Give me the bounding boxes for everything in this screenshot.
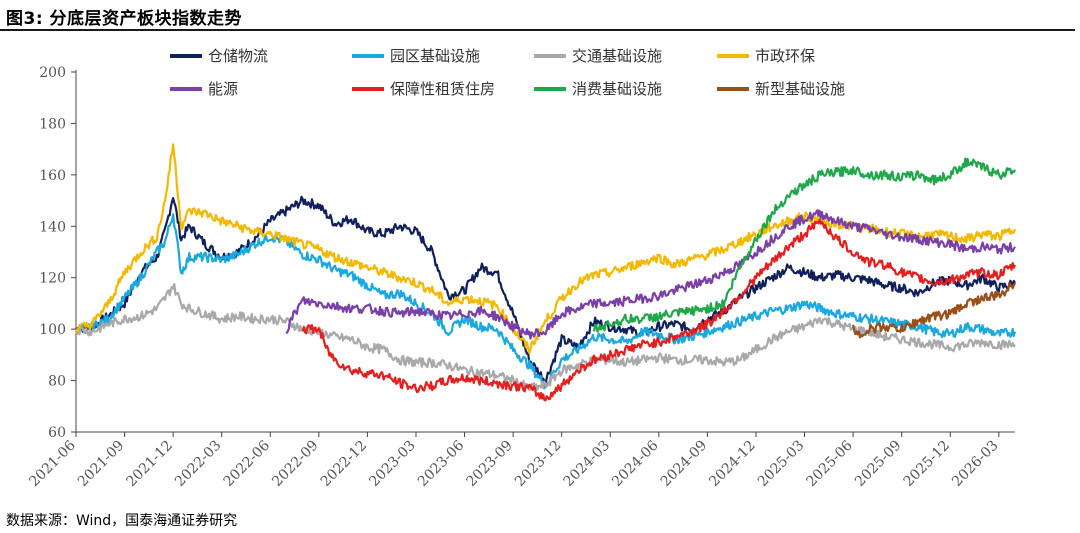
- legend-label: 仓储物流: [208, 47, 268, 65]
- x-tick-label: 2024-06: [609, 437, 662, 490]
- legend-label: 能源: [208, 80, 238, 98]
- x-tick-label: 2023-03: [366, 438, 418, 490]
- x-tick-label: 2024-03: [561, 438, 613, 490]
- legend-label: 市政环保: [755, 47, 815, 65]
- series-line-能源: [285, 209, 1016, 340]
- line-chart: 60 80 100 120 140 160 180 200 2021-062021-092021…: [26, 47, 1017, 490]
- legend-label: 园区基础设施: [390, 47, 480, 65]
- y-tick-label: 140: [39, 219, 66, 235]
- x-tick-label: 2025-09: [852, 438, 904, 490]
- chart-axes: 60 80 100 120 140 160 180 200 2021-062021-092021…: [26, 65, 1015, 490]
- legend-label: 交通基础设施: [572, 47, 662, 65]
- x-tick-label: 2021-06: [26, 437, 79, 490]
- x-tick-label: 2025-12: [901, 438, 953, 490]
- y-tick-label: 200: [39, 65, 66, 81]
- y-tick-label: 100: [39, 322, 66, 338]
- x-tick-label: 2024-09: [658, 438, 710, 490]
- x-tick-label: 2025-06: [803, 437, 856, 490]
- series-line-园区基础设施: [74, 213, 1017, 390]
- y-tick-label: 80: [48, 374, 66, 390]
- title-rule: [0, 29, 1075, 31]
- y-tick-label: 160: [39, 168, 66, 184]
- x-tick-label: 2021-09: [75, 438, 127, 490]
- data-source-note: 数据来源：Wind，国泰海通证券研究: [6, 513, 238, 529]
- x-tick-label: 2022-03: [172, 438, 224, 490]
- series-line-仓储物流: [75, 195, 1016, 387]
- legend-label: 消费基础设施: [572, 80, 662, 98]
- series-line-新型基础设施: [852, 281, 1016, 339]
- y-tick-label: 60: [48, 425, 66, 441]
- series-line-保障性租赁住房: [301, 218, 1017, 402]
- x-tick-label: 2022-06: [221, 437, 274, 490]
- chart-series-lines: [74, 143, 1017, 402]
- y-tick-label: 180: [39, 116, 66, 132]
- x-tick-label: 2023-12: [512, 438, 564, 490]
- legend-label: 新型基础设施: [755, 80, 845, 98]
- y-tick-label: 120: [39, 271, 66, 287]
- x-tick-label: 2025-03: [755, 438, 807, 490]
- x-tick-label: 2022-12: [318, 438, 370, 490]
- x-tick-label: 2021-12: [124, 438, 176, 490]
- series-line-消费基础设施: [593, 157, 1016, 333]
- figure-title: 图3: 分底层资产板块指数走势: [6, 9, 243, 29]
- x-tick-label: 2023-06: [415, 437, 468, 490]
- x-tick-label: 2023-09: [463, 438, 515, 490]
- legend-label: 保障性租赁住房: [390, 80, 495, 98]
- x-tick-label: 2024-12: [706, 438, 758, 490]
- x-tick-label: 2026-03: [949, 438, 1001, 490]
- x-tick-label: 2022-09: [269, 438, 321, 490]
- series-line-交通基础设施: [75, 283, 1016, 391]
